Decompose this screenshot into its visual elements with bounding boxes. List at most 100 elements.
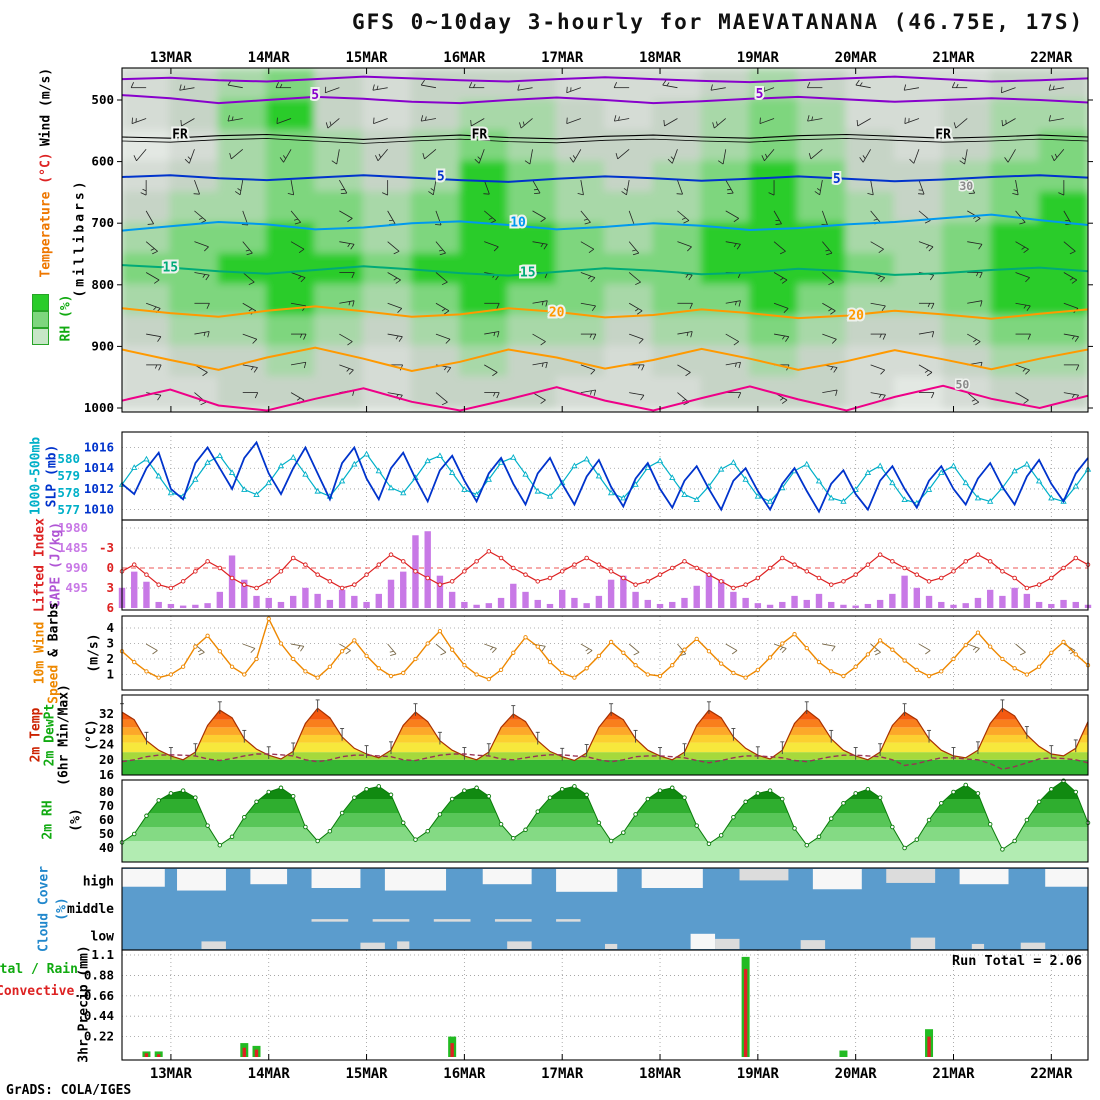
cape-bar [546, 603, 554, 608]
axis-label-minmax: (6hr Min/Max) [56, 684, 72, 786]
svg-text:20: 20 [848, 309, 864, 324]
precip-conv-bar [242, 1047, 246, 1057]
cape-bar [1023, 593, 1031, 608]
precip-panel [122, 950, 1088, 1060]
cape-bar [815, 593, 823, 608]
precip-conv-bar [743, 968, 748, 1057]
cape-bar [766, 604, 774, 608]
svg-text:20MAR: 20MAR [835, 1066, 878, 1082]
svg-text:579: 579 [57, 468, 80, 483]
contour-temp-20-low [122, 346, 1088, 373]
cape-bar [375, 593, 382, 608]
cape-bar [950, 604, 957, 608]
svg-text:3: 3 [106, 636, 114, 651]
svg-text:15MAR: 15MAR [345, 50, 388, 66]
cape-bar [473, 604, 480, 608]
cape-bar [791, 595, 798, 608]
cape-bar [387, 579, 395, 608]
svg-text:1: 1 [106, 667, 114, 682]
cape-bar [351, 595, 358, 608]
cape-bar [803, 599, 810, 608]
contour-purple-upper [122, 75, 1088, 84]
cape-bar [742, 597, 749, 608]
svg-text:0: 0 [106, 560, 114, 575]
svg-text:0.22: 0.22 [84, 1029, 114, 1044]
cape-bar [253, 595, 260, 608]
cape-bar [974, 597, 982, 608]
contour-temp-25 [122, 384, 1088, 412]
svg-text:5: 5 [311, 88, 319, 103]
svg-text:1012: 1012 [84, 481, 114, 496]
svg-text:28: 28 [99, 721, 114, 736]
cape-bar [901, 575, 908, 608]
cape-bar [424, 531, 431, 608]
cloud-bar-t [886, 869, 936, 883]
cape-bar [1048, 603, 1055, 608]
cape-bar [925, 595, 933, 608]
svg-text:high: high [83, 875, 114, 890]
cape-bar [510, 583, 517, 608]
svg-text:14MAR: 14MAR [248, 50, 291, 66]
cloud-panel [122, 868, 1088, 950]
cape-bar [289, 595, 297, 608]
axis-label-temperature-unit: (°C) [38, 152, 54, 184]
svg-text:1485: 1485 [58, 540, 88, 555]
cape-bar [522, 591, 529, 608]
cape-bar [681, 597, 688, 608]
legend-convective: Convective [0, 984, 75, 999]
svg-text:21MAR: 21MAR [932, 1066, 975, 1082]
rh-legend-swatch [32, 294, 49, 311]
cloud-bar-b [360, 942, 385, 949]
rh-legend [32, 294, 49, 345]
svg-text:15MAR: 15MAR [345, 1066, 388, 1082]
cloud-bar-t [959, 869, 1009, 885]
cloud-bar-t [482, 869, 532, 885]
axis-label-rh: RH (%) [58, 294, 74, 342]
svg-text:16MAR: 16MAR [443, 50, 486, 66]
wind10m-line [121, 616, 1089, 680]
cape-bar [632, 591, 639, 608]
cloud-bar-t [384, 869, 447, 891]
cape-bar [228, 555, 236, 608]
svg-text:18MAR: 18MAR [639, 50, 682, 66]
svg-text:70: 70 [99, 798, 114, 813]
svg-text:15: 15 [162, 261, 178, 276]
svg-text:17MAR: 17MAR [541, 1066, 584, 1082]
svg-text:1010: 1010 [84, 502, 114, 517]
svg-text:-3: -3 [99, 540, 114, 555]
contour-temp-10 [122, 213, 1088, 232]
cape-bar [669, 601, 676, 608]
cape-bar [754, 603, 762, 608]
contour-temp-20 [122, 305, 1088, 320]
contour-purple-5 [122, 94, 1088, 105]
svg-text:580: 580 [57, 451, 80, 466]
contour-temp-5 [122, 174, 1088, 183]
cape-bar [656, 603, 664, 608]
cape-bar [400, 571, 407, 608]
svg-text:FR: FR [172, 127, 188, 142]
svg-text:1980: 1980 [58, 520, 88, 535]
cape-bar [167, 603, 175, 608]
legend-total-rain: Total / Rain [0, 962, 78, 977]
credit: GrADS: COLA/IGES [6, 1083, 132, 1098]
cape-bar [1072, 601, 1079, 608]
precip-conv-bar [144, 1053, 149, 1057]
svg-text:577: 577 [57, 502, 80, 517]
svg-text:578: 578 [57, 485, 80, 500]
axis-label-10m-wind: 10m Wind [32, 621, 48, 685]
axis-label-precip: 3hr Precip (mm) [76, 945, 92, 1063]
cape-bar [559, 589, 566, 608]
svg-text:800: 800 [91, 277, 114, 292]
axis-label-temperature-text: Temperature [38, 183, 54, 278]
cloud-bar-b [971, 943, 985, 949]
cloud-bar-b [910, 937, 936, 949]
svg-text:20MAR: 20MAR [835, 50, 878, 66]
cloud-bar-m [372, 919, 410, 922]
axis-label-cape: CAPE (J/kg) [48, 521, 64, 609]
dewpt2m-line [121, 753, 1089, 771]
rh-legend-swatch [32, 328, 49, 345]
svg-text:900: 900 [91, 338, 114, 353]
svg-text:22MAR: 22MAR [1030, 50, 1073, 66]
cape-bar [497, 597, 505, 608]
